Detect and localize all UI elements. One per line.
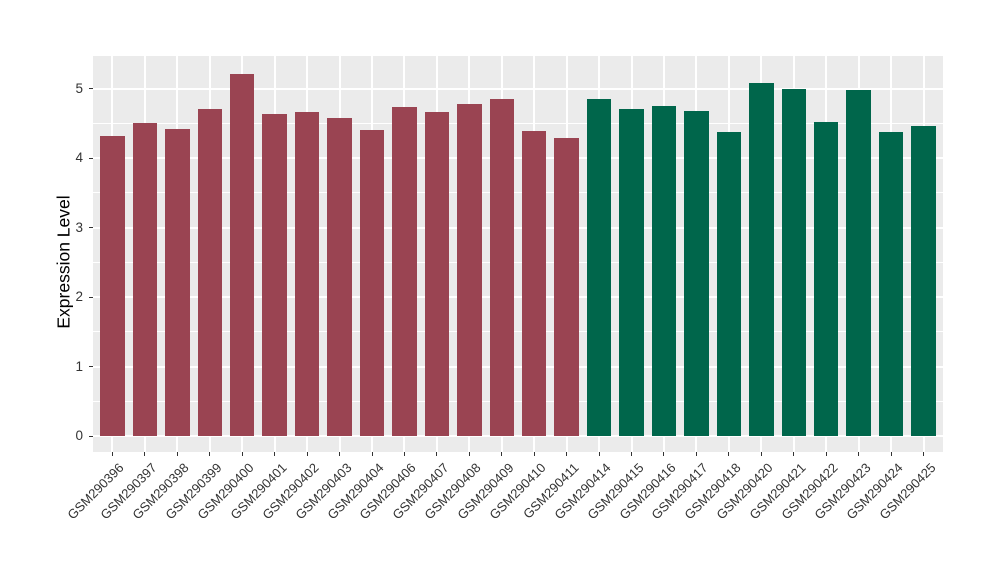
x-tick-mark [825, 452, 827, 456]
bar-GSM290402 [294, 112, 320, 436]
horizontal-minor-gridline [93, 261, 943, 263]
y-tick-label: 3 [75, 219, 83, 235]
bar-GSM290410 [522, 130, 547, 436]
x-tick-mark [598, 452, 600, 456]
x-tick-mark [631, 452, 633, 456]
y-tick-label: 1 [75, 358, 83, 374]
bar-GSM290401 [262, 113, 287, 436]
x-tick-mark [436, 452, 438, 456]
y-tick-label: 0 [75, 428, 83, 443]
bar-GSM290400 [230, 73, 255, 436]
y-tick-label: 5 [75, 80, 83, 96]
bar-GSM290424 [878, 131, 904, 436]
x-tick-mark [306, 452, 308, 456]
x-tick-mark [403, 452, 405, 456]
bar-GSM290399 [197, 109, 222, 436]
y-tick-label: 2 [75, 289, 83, 304]
x-tick-mark [111, 452, 113, 456]
x-tick-mark [858, 452, 860, 456]
bar-GSM290418 [716, 131, 742, 436]
bar-GSM290407 [424, 112, 450, 436]
horizontal-major-gridline [93, 226, 943, 229]
x-tick-mark [501, 452, 503, 456]
bar-GSM290397 [132, 122, 158, 436]
bar-GSM290417 [684, 110, 709, 436]
x-tick-mark [241, 452, 243, 456]
bar-GSM290420 [749, 82, 774, 436]
x-tick-mark [144, 452, 146, 456]
y-tick-mark [89, 227, 93, 228]
x-tick-mark [371, 452, 373, 456]
bar-GSM290396 [100, 135, 125, 436]
x-tick-mark [339, 452, 341, 456]
bar-GSM290403 [327, 117, 352, 436]
x-tick-mark [728, 452, 730, 456]
bar-GSM290425 [911, 126, 936, 436]
x-tick-mark [663, 452, 665, 456]
horizontal-major-gridline [93, 365, 943, 368]
horizontal-minor-gridline [93, 122, 943, 124]
y-tick-mark [89, 366, 93, 367]
bar-GSM290416 [651, 105, 677, 436]
x-tick-mark [209, 452, 211, 456]
x-tick-mark [695, 452, 697, 456]
bar-GSM290423 [846, 89, 871, 436]
y-tick-mark [89, 157, 93, 159]
x-tick-mark [176, 452, 178, 456]
x-tick-mark [890, 452, 892, 456]
bar-GSM290406 [392, 107, 417, 436]
y-axis-title: Expression Level [53, 195, 74, 329]
bar-GSM290409 [489, 98, 514, 436]
x-tick-mark [468, 452, 470, 456]
bar-GSM290414 [586, 98, 612, 436]
y-tick-label: 4 [75, 150, 83, 165]
horizontal-minor-gridline [93, 192, 943, 194]
y-tick-mark [89, 296, 93, 298]
horizontal-major-gridline [93, 435, 943, 437]
horizontal-major-gridline [93, 296, 943, 298]
bar-GSM290421 [781, 88, 806, 436]
bar-GSM290408 [457, 104, 482, 436]
y-tick-mark [89, 88, 93, 89]
x-tick-mark [793, 452, 795, 456]
bar-GSM290404 [359, 130, 385, 436]
x-tick-mark [533, 452, 535, 456]
bar-GSM290411 [554, 137, 579, 436]
x-tick-mark [760, 452, 762, 456]
horizontal-major-gridline [93, 157, 943, 159]
bar-GSM290415 [619, 109, 644, 436]
x-tick-mark [274, 452, 276, 456]
x-tick-mark [566, 452, 568, 456]
bar-GSM290398 [165, 128, 190, 436]
horizontal-minor-gridline [93, 331, 943, 333]
horizontal-major-gridline [93, 87, 943, 90]
horizontal-minor-gridline [93, 400, 943, 402]
y-tick-mark [89, 435, 93, 437]
x-tick-mark [923, 452, 925, 456]
bar-GSM290422 [814, 121, 839, 436]
